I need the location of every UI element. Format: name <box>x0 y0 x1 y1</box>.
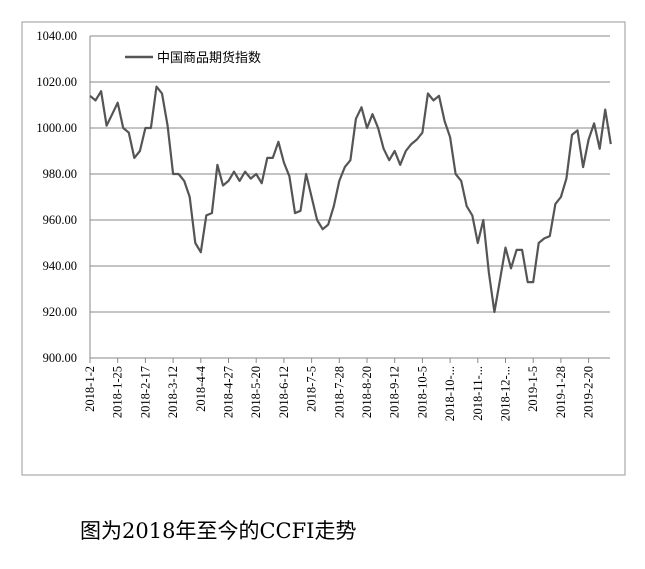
y-tick-label: 1040.00 <box>36 29 77 43</box>
x-tick-label: 2018-4-27 <box>222 366 236 418</box>
x-tick-label: 2018-3-12 <box>166 366 180 418</box>
x-tick-label: 2019-1-5 <box>526 366 540 412</box>
x-tick-label: 2018-1-2 <box>83 366 97 412</box>
y-tick-label: 980.00 <box>43 167 77 181</box>
caption: 图为2018年至今的CCFI走势 <box>80 519 356 543</box>
x-tick-label: 2018-4-4 <box>194 365 208 412</box>
x-tick-label: 2018-9-12 <box>388 366 402 418</box>
x-tick-label: 2018-1-25 <box>111 366 125 418</box>
legend-label: 中国商品期货指数 <box>157 50 261 66</box>
x-tick-label: 2018-6-12 <box>277 366 291 418</box>
x-tick-label: 2018-7-5 <box>305 366 319 412</box>
x-tick-label: 2018-7-28 <box>332 366 346 418</box>
x-tick-label: 2018-10-... <box>443 366 457 421</box>
y-tick-label: 960.00 <box>43 213 77 227</box>
x-tick-label: 2018-10-5 <box>415 366 429 418</box>
y-tick-label: 1000.00 <box>36 121 77 135</box>
x-tick-label: 2018-2-17 <box>138 366 152 418</box>
x-tick-label: 2019-1-28 <box>554 366 568 418</box>
y-tick-label: 940.00 <box>43 259 77 273</box>
y-tick-label: 900.00 <box>43 351 77 365</box>
x-tick-label: 2018-11-... <box>471 366 485 421</box>
x-tick-label: 2018-8-20 <box>360 366 374 418</box>
series-line <box>89 85 612 314</box>
y-tick-label: 1020.00 <box>36 75 77 89</box>
x-tick-label: 2018-12-... <box>499 366 513 421</box>
frame <box>21 21 626 476</box>
y-tick-label: 920.00 <box>43 305 77 319</box>
x-tick-label: 2018-5-20 <box>249 366 263 418</box>
x-tick-label: 2019-2-20 <box>582 366 596 418</box>
